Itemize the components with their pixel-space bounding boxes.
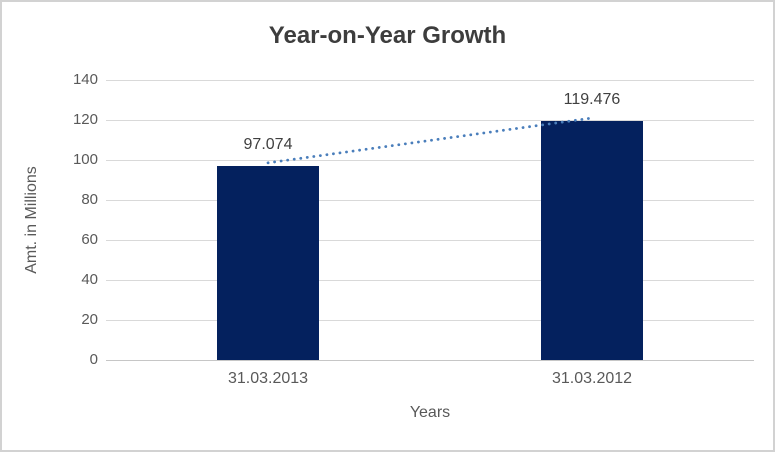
gridline	[106, 280, 754, 281]
gridline	[106, 160, 754, 161]
y-tick-label: 120	[72, 111, 98, 128]
bar-31.03.2013[interactable]	[217, 165, 319, 360]
y-tick-label: 60	[81, 231, 98, 248]
trendline-path[interactable]	[266, 116, 594, 165]
gridline	[106, 240, 754, 241]
gridline	[106, 120, 754, 121]
y-tick-label: 140	[72, 71, 98, 88]
x-axis-line	[106, 360, 754, 361]
gridline	[106, 80, 754, 81]
trendline[interactable]	[106, 80, 754, 360]
y-tick-label: 100	[72, 151, 98, 168]
gridline	[106, 200, 754, 201]
y-tick-label: 40	[81, 271, 98, 288]
y-tick-label: 20	[81, 311, 98, 328]
data-label: 97.074	[243, 135, 293, 153]
data-label: 119.476	[563, 91, 621, 109]
x-axis-title: Years	[409, 404, 451, 421]
y-tick-label: 80	[81, 191, 98, 208]
gridline	[106, 320, 754, 321]
x-category-label: 31.03.2012	[551, 370, 633, 387]
y-tick-label: 0	[89, 351, 98, 368]
chart-title: Year-on-Year Growth	[268, 22, 507, 49]
x-category-label: 31.03.2013	[227, 370, 309, 387]
bar-31.03.2012[interactable]	[541, 121, 643, 360]
